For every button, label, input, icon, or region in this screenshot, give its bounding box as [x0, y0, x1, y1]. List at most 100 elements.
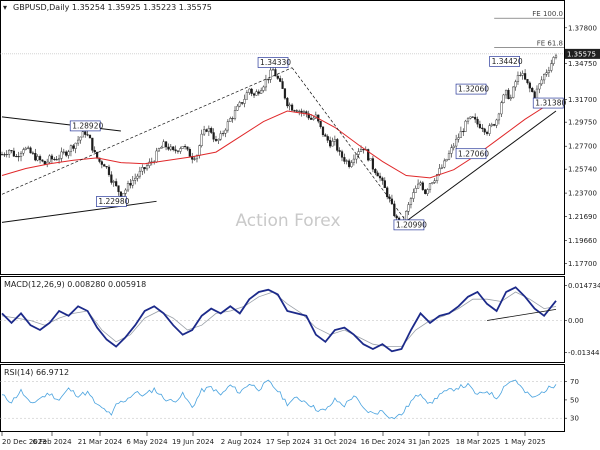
price-layer: FE 100.0 FE 61.8 1.37800 1.34750 1.31700 1.29…: [0, 10, 600, 268]
candle-body: [302, 111, 306, 113]
trend-line: [291, 67, 407, 222]
candle-body: [383, 180, 386, 189]
candle-body: [416, 183, 420, 189]
candle-body: [205, 129, 208, 132]
trend-line: [405, 110, 557, 222]
candle-body: [262, 86, 265, 91]
candle-body: [362, 149, 365, 151]
candle-body: [376, 172, 379, 177]
trend-line: [1, 116, 121, 132]
candle-body: [183, 146, 187, 148]
trend-line: [1, 67, 293, 195]
moving-average-line: [1, 100, 557, 179]
candle-body: [62, 151, 65, 153]
candle-body: [172, 146, 175, 150]
candle-body: [367, 149, 370, 161]
x-tick-label: 6 May 2024: [126, 438, 168, 446]
macd-y-tick-label: 0.014734: [568, 282, 600, 290]
x-tick-label: 18 Mar 2025: [456, 438, 500, 446]
candle-body: [274, 69, 277, 77]
macd-signal-line: [1, 291, 557, 348]
candle-body: [452, 145, 455, 148]
x-tick-label: 20 Dec 2023: [2, 438, 47, 446]
candle-body: [488, 125, 491, 134]
candle-body: [112, 181, 115, 183]
candle-body: [257, 91, 260, 94]
candle-body: [250, 88, 253, 94]
candle-body: [521, 73, 524, 76]
candle-body: [238, 102, 241, 107]
candle-body: [160, 146, 163, 149]
candle-body: [526, 79, 529, 84]
price-y-tick-label: 1.21690: [568, 213, 597, 221]
candle-body: [200, 133, 203, 146]
candle-body: [431, 182, 434, 184]
last-price-label: 1.35575: [567, 50, 596, 58]
candle-body: [469, 116, 472, 119]
candle-body: [41, 159, 44, 162]
price-y-tick-label: 1.23700: [568, 190, 597, 198]
candle-body: [110, 174, 113, 183]
candle-body: [462, 131, 465, 133]
candle-body: [457, 137, 460, 140]
swing-label-box: [257, 57, 289, 68]
candle-body: [74, 142, 77, 149]
rsi-y-tick-label: 30: [570, 415, 579, 423]
candle-body: [65, 151, 68, 156]
swing-label: 1.22980: [98, 197, 129, 206]
candle-body: [424, 189, 427, 194]
fib-level-label: FE 100.0: [532, 10, 563, 18]
candle-body: [219, 133, 222, 140]
candle-body: [55, 159, 58, 161]
candle-body: [455, 138, 458, 147]
price-candles: [0, 53, 558, 229]
candle-body: [248, 88, 251, 93]
candle-body: [333, 139, 336, 142]
candle-body: [279, 78, 282, 82]
candle-body: [124, 189, 127, 194]
candle-body: [162, 141, 165, 148]
candle-body: [331, 141, 334, 147]
x-tick-label: 17 Sep 2024: [266, 438, 311, 446]
candle-body: [485, 131, 489, 134]
candle-body: [131, 180, 134, 186]
candle-body: [550, 63, 553, 71]
candle-body: [495, 119, 498, 126]
macd-line: [1, 286, 557, 353]
candle-body: [509, 97, 512, 100]
swing-label-box: [455, 83, 487, 95]
swing-label-box: [96, 196, 127, 207]
price-y-tick-label: 1.27700: [568, 143, 597, 151]
candle-body: [243, 99, 246, 104]
candle-body: [500, 102, 503, 115]
rsi-y-tick-label: 70: [570, 378, 579, 386]
candle-body: [343, 157, 346, 162]
candle-body: [96, 151, 99, 159]
candle-body: [252, 93, 256, 96]
candle-body: [3, 154, 6, 156]
trend-line: [1, 200, 157, 223]
macd-panel-frame: [0, 276, 565, 363]
x-tick-label: 6 Feb 2024: [32, 438, 72, 446]
candle-body: [67, 151, 70, 156]
candle-body: [481, 127, 484, 130]
candle-body: [407, 204, 410, 212]
candle-body: [260, 90, 263, 94]
candle-body: [345, 160, 348, 162]
candle-body: [224, 129, 227, 134]
candle-body: [476, 118, 479, 125]
candle-body: [34, 153, 37, 161]
x-tick-label: 16 Dec 2024: [361, 438, 406, 446]
x-tick-label: 1 May 2025: [504, 438, 545, 446]
candle-body: [445, 159, 448, 162]
candle-body: [428, 183, 432, 190]
candle-body: [283, 88, 287, 99]
price-y-tick-label: 1.34750: [568, 60, 597, 68]
candle-body: [419, 182, 422, 185]
candle-body: [357, 151, 360, 155]
candle-body: [255, 91, 258, 96]
candle-body: [443, 160, 446, 168]
candle-body: [19, 152, 23, 157]
swing-label: 1.20990: [396, 220, 427, 229]
macd-y-tick-label: -0.013442: [568, 349, 600, 357]
